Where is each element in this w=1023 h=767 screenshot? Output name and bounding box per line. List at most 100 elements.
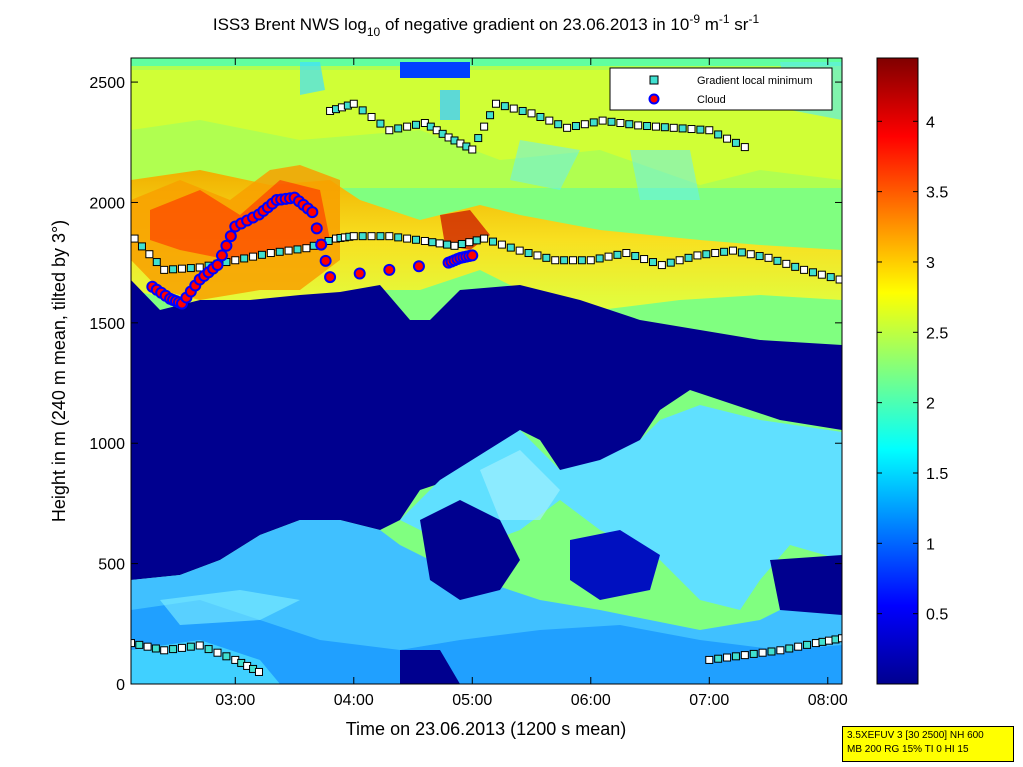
y-axis: 0 500 1000 1500 2000 2500	[89, 75, 842, 694]
legend: Gradient local minimum Cloud	[609, 67, 833, 111]
gradient-minimum-point	[613, 250, 622, 259]
settings-info-box: 3.5XEFUV 3 [30 2500] NH 600 MB 200 RG 15…	[842, 726, 1014, 762]
gradient-minimum-point	[560, 256, 569, 265]
gradient-minimum-point	[826, 273, 835, 282]
x-tick-label: 05:00	[452, 692, 492, 709]
gradient-minimum-point	[746, 250, 755, 259]
gradient-minimum-point	[376, 119, 385, 128]
cloud-point	[315, 238, 328, 251]
gradient-minimum-point	[616, 119, 625, 128]
gradient-minimum-point	[524, 249, 533, 258]
gradient-minimum-point	[169, 265, 178, 274]
gradient-minimum-point	[358, 232, 367, 241]
gradient-minimum-point	[480, 122, 489, 131]
x-tick-label: 08:00	[808, 692, 848, 709]
gradient-minimum-point	[678, 124, 687, 133]
y-tick-label: 2500	[89, 75, 125, 92]
colorbar-tick-label: 3.5	[926, 185, 948, 202]
gradient-minimum-point	[737, 248, 746, 257]
gradient-minimum-point	[474, 134, 483, 143]
gradient-minimum-point	[598, 116, 607, 125]
cloud-point	[220, 239, 233, 252]
gradient-minimum-point	[711, 249, 720, 258]
gradient-minimum-point	[468, 145, 477, 154]
cloud-point	[310, 222, 323, 235]
gradient-minimum-point	[213, 648, 222, 657]
cloud-point	[353, 267, 366, 280]
gradient-minimum-point	[491, 99, 500, 108]
gradient-minimum-point	[257, 250, 266, 259]
gradient-minimum-point	[705, 126, 714, 135]
gradient-minimum-point	[160, 265, 169, 274]
gradient-minimum-point	[749, 649, 758, 658]
gradient-minimum-point	[631, 252, 640, 261]
gradient-minimum-point	[489, 237, 498, 246]
gradient-minimum-point	[385, 126, 394, 135]
gradient-minimum-point	[169, 645, 178, 654]
colorbar-tick-label: 2	[926, 396, 935, 413]
gradient-minimum-point	[835, 275, 842, 284]
gradient-minimum-point	[773, 256, 782, 265]
gradient-minimum-point	[696, 125, 705, 134]
gradient-minimum-point	[403, 122, 412, 131]
gradient-minimum-point	[838, 634, 842, 643]
colorbar-tick-label: 3	[926, 255, 935, 272]
gradient-minimum-point	[657, 261, 666, 270]
colorbar-tick-label: 2.5	[926, 325, 948, 342]
gradient-minimum-series	[705, 634, 842, 664]
gradient-minimum-point	[723, 653, 732, 662]
gradient-minimum-point	[131, 234, 139, 243]
gradient-minimum-point	[687, 125, 696, 134]
gradient-minimum-point	[720, 247, 729, 256]
gradient-minimum-point	[740, 651, 749, 660]
legend-label-gradient: Gradient local minimum	[697, 75, 813, 87]
gradient-minimum-point	[554, 120, 563, 129]
gradient-minimum-point	[137, 242, 146, 251]
colorbar-scale	[876, 57, 919, 685]
gradient-minimum-point	[143, 642, 152, 651]
gradient-minimum-point	[723, 134, 732, 143]
gradient-minimum-series	[326, 99, 749, 154]
gradient-minimum-point	[160, 646, 169, 655]
x-tick-label: 07:00	[689, 692, 729, 709]
gradient-minimum-point	[195, 641, 204, 650]
gradient-minimum-point	[714, 654, 723, 663]
info-line-2: MB 200 RG 15% TI 0 HI 15	[847, 744, 969, 755]
gradient-minimum-point	[640, 255, 649, 264]
cloud-point	[383, 263, 396, 276]
gradient-minimum-point	[135, 640, 144, 649]
gradient-minimum-point	[767, 647, 776, 656]
gradient-minimum-point	[358, 106, 367, 115]
gradient-minimum-point	[782, 259, 791, 268]
y-tick-label: 2000	[89, 195, 125, 212]
cloud-point	[215, 249, 228, 262]
gradient-minimum-point	[266, 249, 275, 258]
gradient-minimum-point	[506, 243, 515, 252]
gradient-minimum-point	[702, 250, 711, 259]
gradient-minimum-point	[518, 106, 527, 115]
gradient-minimum-point	[275, 247, 284, 256]
gradient-minimum-point	[204, 645, 213, 654]
gradient-minimum-point	[651, 122, 660, 131]
gradient-minimum-point	[349, 99, 358, 108]
gradient-minimum-point	[293, 245, 302, 254]
gradient-minimum-point	[186, 642, 195, 651]
cloud-point	[319, 254, 332, 267]
gradient-minimum-point	[808, 268, 817, 277]
gradient-minimum-point	[542, 253, 551, 262]
gradient-minimum-point	[551, 256, 560, 265]
gradient-minimum-point	[254, 667, 263, 676]
y-tick-label: 500	[98, 557, 125, 574]
x-axis-label: Time on 23.06.2013 (1200 s mean)	[346, 719, 627, 739]
gradient-minimum-point	[569, 256, 578, 265]
gradient-minimum-point	[240, 254, 249, 263]
gradient-minimum-point	[177, 643, 186, 652]
gradient-minimum-point	[545, 116, 554, 125]
gradient-minimum-point	[791, 262, 800, 271]
chart-title: ISS3 Brent NWS log10 of negative gradien…	[213, 12, 760, 39]
gradient-minimum-point	[420, 236, 429, 245]
gradient-minimum-point	[831, 635, 840, 644]
gradient-minimum-point	[376, 232, 385, 241]
legend-label-cloud: Cloud	[697, 94, 726, 106]
